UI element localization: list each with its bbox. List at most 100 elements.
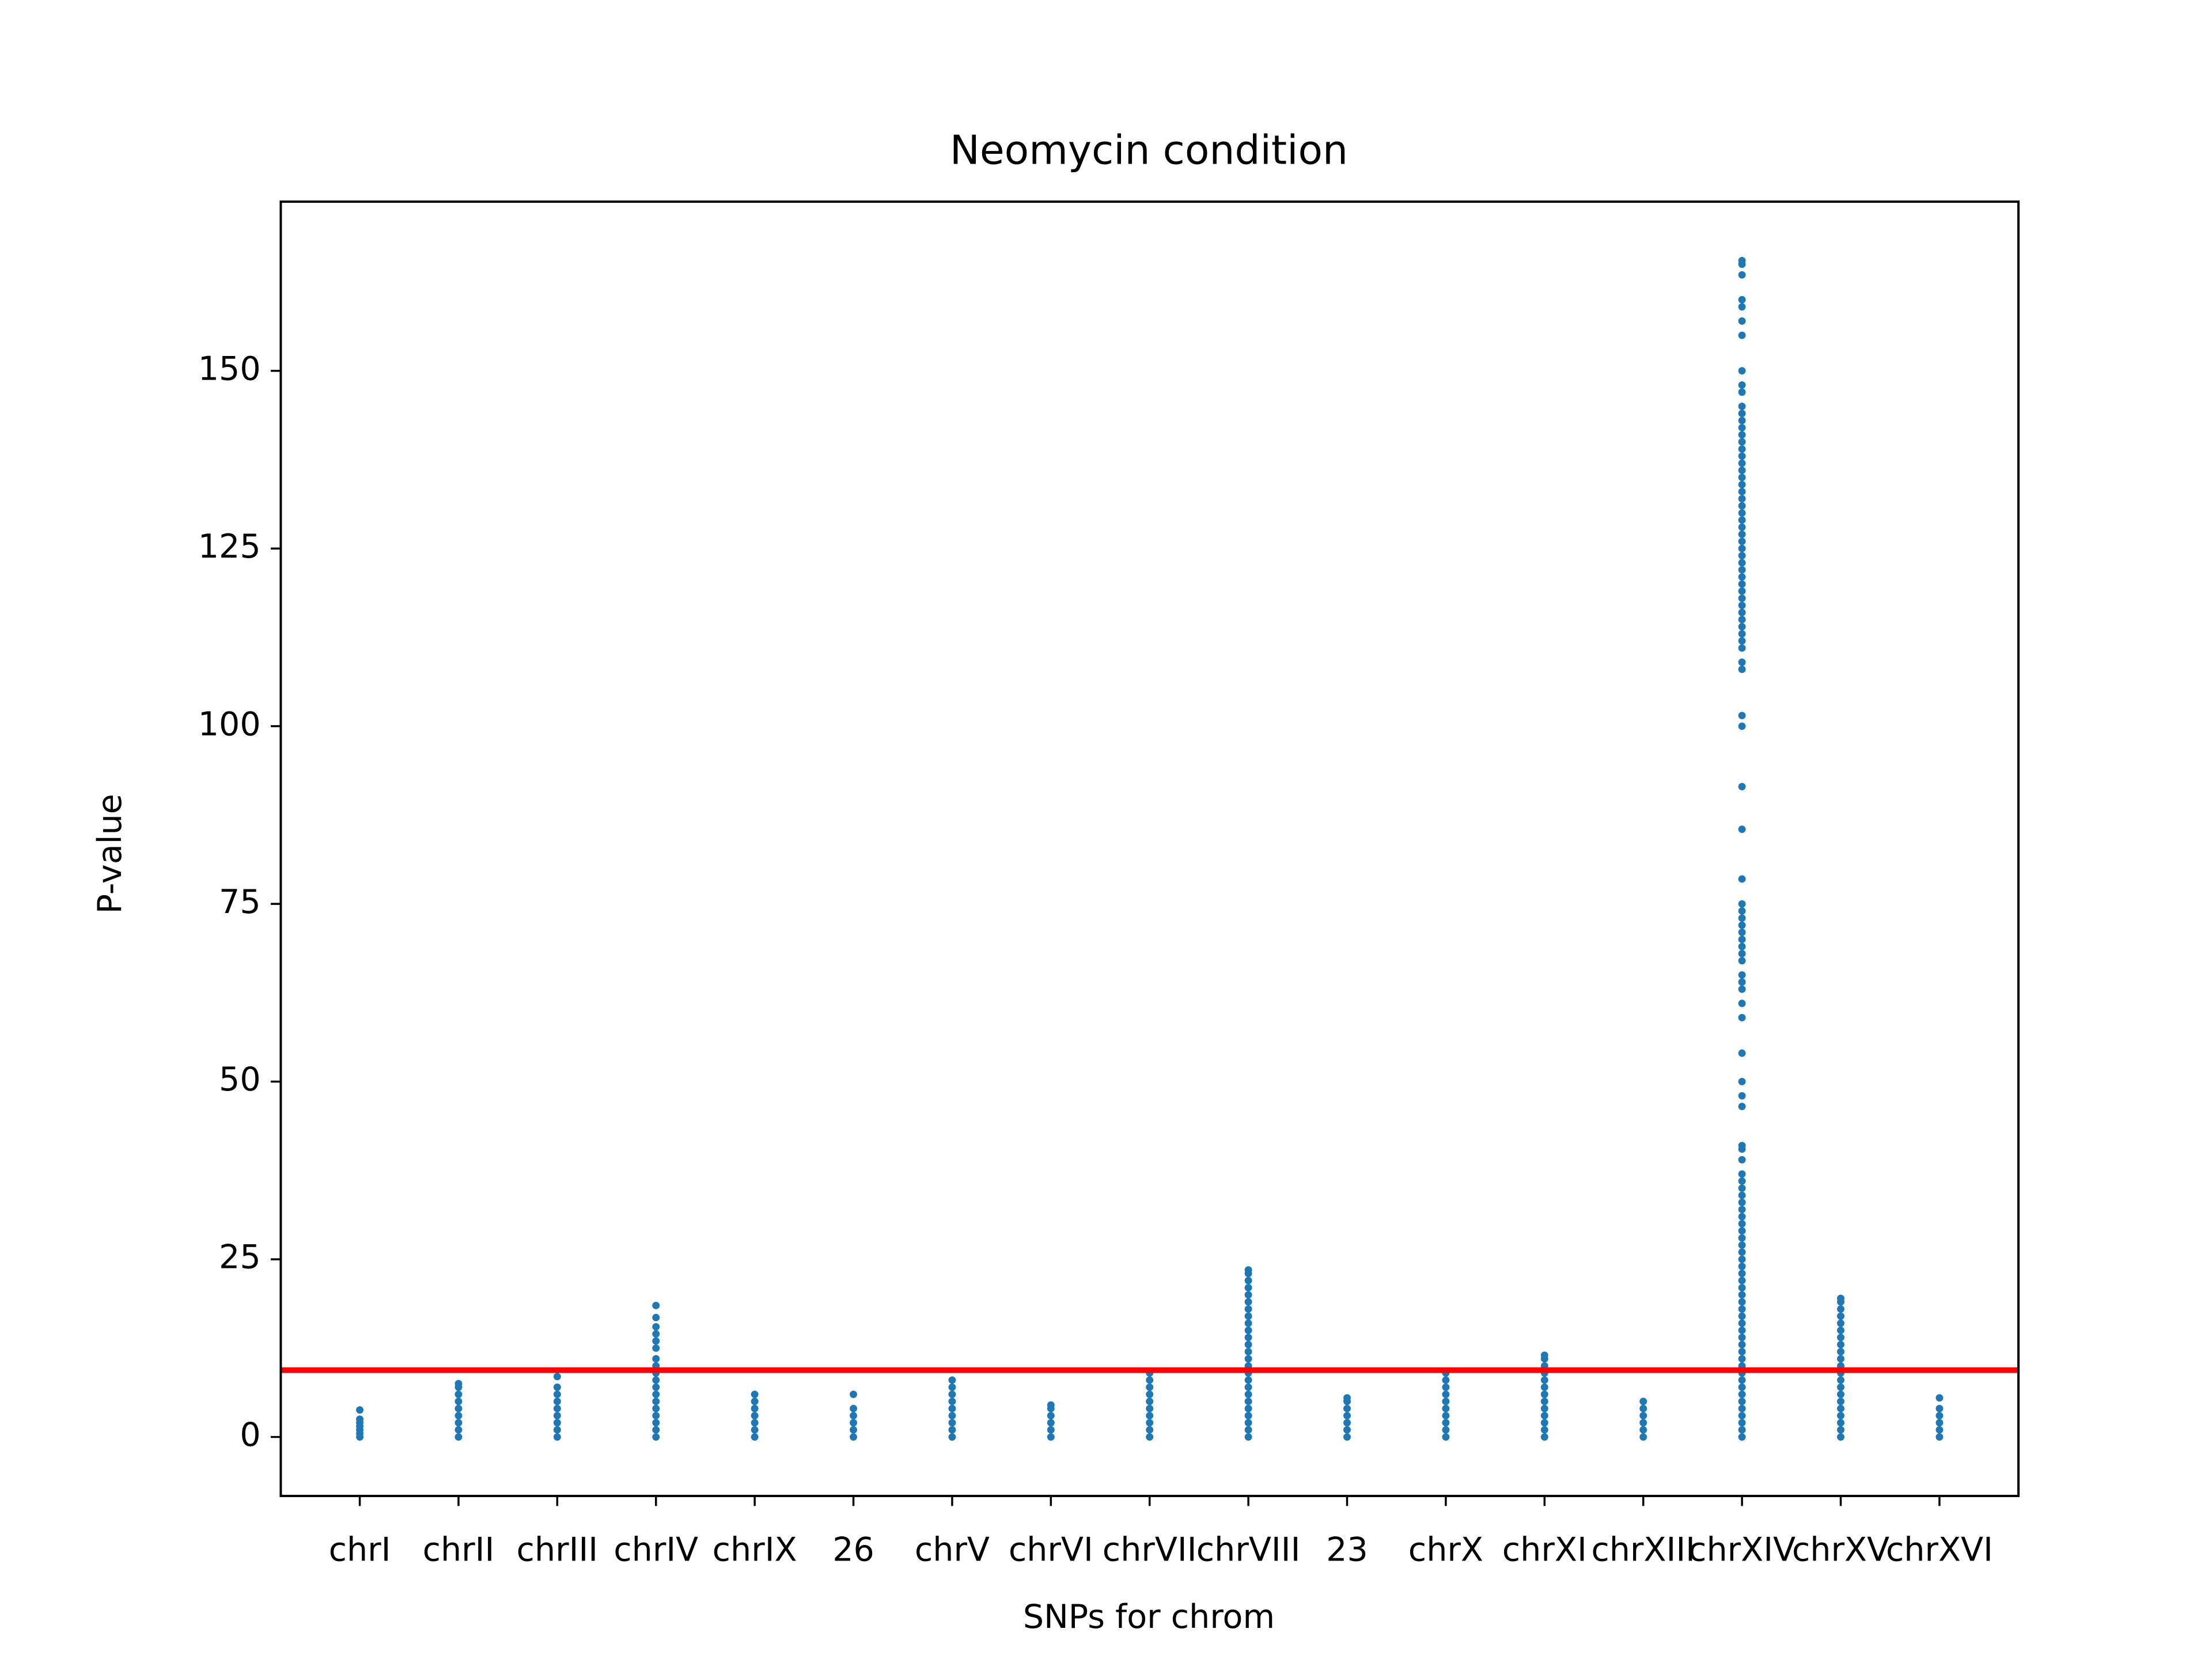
- data-point: [948, 1433, 956, 1441]
- data-point: [1738, 1014, 1746, 1022]
- data-point: [454, 1397, 463, 1406]
- data-point: [1738, 1206, 1746, 1214]
- data-point: [1738, 1319, 1746, 1327]
- data-point: [1738, 1255, 1746, 1263]
- data-point: [1738, 594, 1746, 603]
- data-point: [1738, 1327, 1746, 1334]
- data-point: [1146, 1419, 1154, 1427]
- data-point: [1442, 1397, 1450, 1406]
- data-point: [1738, 1156, 1746, 1164]
- data-point: [1146, 1426, 1154, 1434]
- data-point: [454, 1412, 463, 1419]
- data-point: [1738, 516, 1746, 524]
- data-point: [1738, 921, 1746, 929]
- data-point: [1146, 1433, 1154, 1441]
- y-tick-label: 50: [219, 1060, 261, 1099]
- data-point: [1738, 1397, 1746, 1406]
- x-tick-label: chrXIII: [1591, 1531, 1695, 1569]
- data-point: [1738, 445, 1746, 453]
- x-tick-label: chrVI: [1009, 1531, 1093, 1569]
- data-point: [1738, 783, 1746, 791]
- data-point: [1146, 1412, 1154, 1419]
- data-point: [1738, 722, 1746, 730]
- data-point: [1738, 402, 1746, 410]
- data-point: [1639, 1412, 1647, 1419]
- data-point: [1738, 1213, 1746, 1221]
- data-point: [1738, 935, 1746, 944]
- data-point: [1442, 1383, 1450, 1391]
- data-point: [948, 1412, 956, 1419]
- data-point: [1442, 1426, 1450, 1434]
- data-point: [1837, 1419, 1844, 1427]
- data-point: [1244, 1327, 1252, 1334]
- data-point: [1047, 1433, 1055, 1441]
- data-point: [1738, 1298, 1746, 1306]
- data-point: [1738, 523, 1746, 531]
- data-point: [1936, 1433, 1944, 1441]
- data-point: [1738, 1383, 1746, 1391]
- data-point: [1540, 1404, 1548, 1412]
- data-point: [1540, 1412, 1548, 1419]
- data-point: [1738, 1191, 1746, 1199]
- data-point: [1047, 1401, 1055, 1409]
- data-point: [1738, 1376, 1746, 1384]
- x-tick-label: 26: [832, 1531, 874, 1569]
- data-point: [1837, 1426, 1844, 1434]
- data-point: [1738, 1340, 1746, 1349]
- data-point: [1738, 1262, 1746, 1270]
- data-point: [1244, 1376, 1252, 1384]
- data-point: [1343, 1433, 1351, 1441]
- data-point: [1244, 1419, 1252, 1427]
- data-point: [454, 1419, 463, 1427]
- data-point: [1738, 1142, 1746, 1150]
- data-point: [1738, 950, 1746, 957]
- data-point: [1738, 1348, 1746, 1355]
- data-point: [1738, 630, 1746, 638]
- data-point: [1146, 1376, 1154, 1384]
- data-point: [1343, 1426, 1351, 1434]
- data-point: [652, 1383, 660, 1391]
- data-point: [1738, 1305, 1746, 1313]
- data-point: [1738, 957, 1746, 965]
- data-point: [1047, 1419, 1055, 1427]
- data-point: [1837, 1334, 1844, 1342]
- y-tick-label: 150: [198, 350, 261, 388]
- data-point: [1738, 1092, 1746, 1100]
- data-point: [1738, 1433, 1746, 1441]
- data-point: [850, 1433, 857, 1441]
- data-point: [1738, 537, 1746, 546]
- data-point: [1146, 1391, 1154, 1398]
- x-tick-label: chrVIII: [1196, 1531, 1301, 1569]
- data-point: [553, 1433, 561, 1441]
- data-point: [850, 1419, 857, 1427]
- data-point: [1738, 544, 1746, 552]
- data-point: [553, 1419, 561, 1427]
- data-point: [1244, 1412, 1252, 1419]
- data-point: [553, 1373, 561, 1381]
- data-point: [1244, 1283, 1252, 1291]
- x-tick-label: chrVII: [1103, 1531, 1197, 1569]
- data-point: [1738, 1270, 1746, 1278]
- data-point: [1738, 480, 1746, 488]
- data-point: [1738, 410, 1746, 418]
- data-point: [850, 1412, 857, 1419]
- data-point: [1738, 1234, 1746, 1242]
- data-point: [1738, 587, 1746, 595]
- data-point: [1540, 1433, 1548, 1441]
- y-tick-label: 25: [219, 1238, 261, 1277]
- x-tick-label: 23: [1326, 1531, 1368, 1569]
- data-point: [1738, 637, 1746, 645]
- data-point: [1738, 985, 1746, 993]
- data-point: [1442, 1376, 1450, 1384]
- data-point: [1540, 1351, 1548, 1359]
- data-point: [1837, 1383, 1844, 1391]
- data-point: [1244, 1348, 1252, 1355]
- chart-title: Neomycin condition: [950, 127, 1348, 174]
- data-point: [652, 1433, 660, 1441]
- y-tick-label: 125: [198, 528, 261, 566]
- data-point: [1837, 1340, 1844, 1349]
- data-point: [1837, 1319, 1844, 1327]
- data-point: [652, 1313, 660, 1321]
- data-point: [1738, 271, 1746, 279]
